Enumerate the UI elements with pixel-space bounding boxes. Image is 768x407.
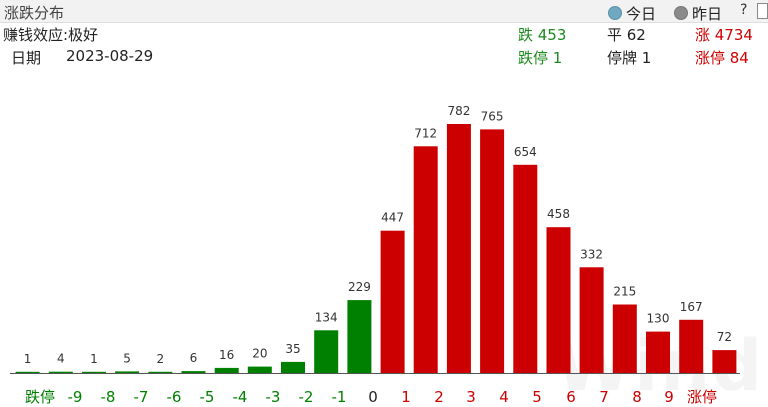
bar bbox=[82, 371, 106, 373]
bar bbox=[15, 371, 40, 373]
money-effect-label: 赚钱效应:极好 bbox=[3, 26, 99, 44]
x-tick-label: 9 bbox=[664, 388, 674, 406]
x-tick-label: 4 bbox=[499, 388, 509, 406]
suspended-count: 停牌 1 bbox=[607, 49, 652, 67]
bar bbox=[646, 331, 670, 373]
bar bbox=[181, 371, 206, 373]
bar bbox=[679, 319, 704, 373]
bar bbox=[513, 164, 538, 373]
data-label: 72 bbox=[717, 330, 732, 344]
x-tick-label: 1 bbox=[401, 388, 411, 406]
bar bbox=[413, 146, 438, 373]
x-tick-label: 8 bbox=[632, 388, 642, 406]
radio-selected-icon bbox=[608, 6, 622, 20]
data-label: 16 bbox=[219, 348, 234, 362]
data-label: 332 bbox=[580, 247, 603, 261]
bar bbox=[380, 230, 405, 373]
x-tick-label: 7 bbox=[599, 388, 609, 406]
x-tick-label: -6 bbox=[167, 388, 182, 406]
x-tick-label: -1 bbox=[332, 388, 347, 406]
radio-unselected-icon bbox=[674, 6, 688, 20]
bar bbox=[579, 267, 604, 373]
data-label: 447 bbox=[381, 211, 404, 225]
data-label: 1 bbox=[24, 352, 32, 366]
bar bbox=[281, 361, 305, 373]
data-label: 782 bbox=[447, 104, 470, 118]
data-label: 458 bbox=[547, 207, 570, 221]
x-tick-label: 涨停 bbox=[687, 388, 717, 406]
x-tick-label: 0 bbox=[368, 388, 378, 406]
bar bbox=[148, 371, 173, 373]
x-tick-label: 6 bbox=[566, 388, 576, 406]
bar bbox=[480, 129, 505, 373]
data-label: 130 bbox=[647, 312, 670, 326]
bar bbox=[48, 371, 73, 373]
data-label: 765 bbox=[481, 109, 504, 123]
x-tick-label: -3 bbox=[266, 388, 281, 406]
bar bbox=[347, 300, 372, 373]
bar bbox=[712, 350, 737, 373]
data-label: 712 bbox=[414, 126, 437, 140]
x-tick-label: -4 bbox=[233, 388, 248, 406]
data-label: 134 bbox=[315, 310, 338, 324]
x-tick-label: 跌停 bbox=[25, 388, 55, 406]
data-label: 1 bbox=[90, 352, 98, 366]
data-label: 5 bbox=[123, 351, 131, 365]
data-label: 6 bbox=[190, 351, 198, 365]
data-label: 215 bbox=[613, 285, 636, 299]
bar bbox=[214, 367, 239, 373]
radio-today-label: 今日 bbox=[626, 5, 657, 23]
x-tick-label: -2 bbox=[299, 388, 314, 406]
radio-yesterday-label: 昨日 bbox=[692, 5, 723, 23]
data-label: 2 bbox=[156, 352, 164, 366]
data-label: 4 bbox=[57, 352, 65, 366]
data-label: 229 bbox=[348, 280, 371, 294]
bar bbox=[247, 366, 272, 373]
up-count: 涨 4734 bbox=[695, 26, 753, 44]
x-tick-label: 2 bbox=[434, 388, 444, 406]
limit-down-count: 跌停 1 bbox=[518, 49, 563, 67]
bar bbox=[446, 124, 471, 373]
data-label: 167 bbox=[680, 300, 703, 314]
x-tick-label: -8 bbox=[101, 388, 116, 406]
date-value: 2023-08-29 bbox=[66, 47, 154, 65]
title-bar: 涨跌分布 今日 昨日 ? bbox=[0, 0, 768, 23]
x-tick-label: -5 bbox=[200, 388, 215, 406]
date-label: 日期 bbox=[11, 49, 42, 67]
data-label: 20 bbox=[252, 347, 267, 361]
bar bbox=[612, 304, 637, 373]
x-tick-label: 5 bbox=[532, 388, 542, 406]
x-tick-label: 3 bbox=[466, 388, 476, 406]
x-tick-label: -7 bbox=[134, 388, 149, 406]
bar bbox=[115, 371, 140, 373]
data-label: 654 bbox=[514, 145, 537, 159]
limit-up-count: 涨停 84 bbox=[695, 49, 749, 67]
panel-title: 涨跌分布 bbox=[4, 4, 65, 22]
down-count: 跌 453 bbox=[518, 26, 567, 44]
x-tick-label: -9 bbox=[68, 388, 83, 406]
radio-yesterday[interactable]: 昨日 bbox=[674, 3, 722, 24]
data-label: 35 bbox=[285, 342, 300, 356]
bar bbox=[314, 330, 339, 373]
help-icon[interactable]: ? bbox=[740, 2, 748, 18]
bar bbox=[546, 227, 571, 373]
flat-count: 平 62 bbox=[607, 26, 646, 44]
radio-today[interactable]: 今日 bbox=[608, 3, 656, 24]
